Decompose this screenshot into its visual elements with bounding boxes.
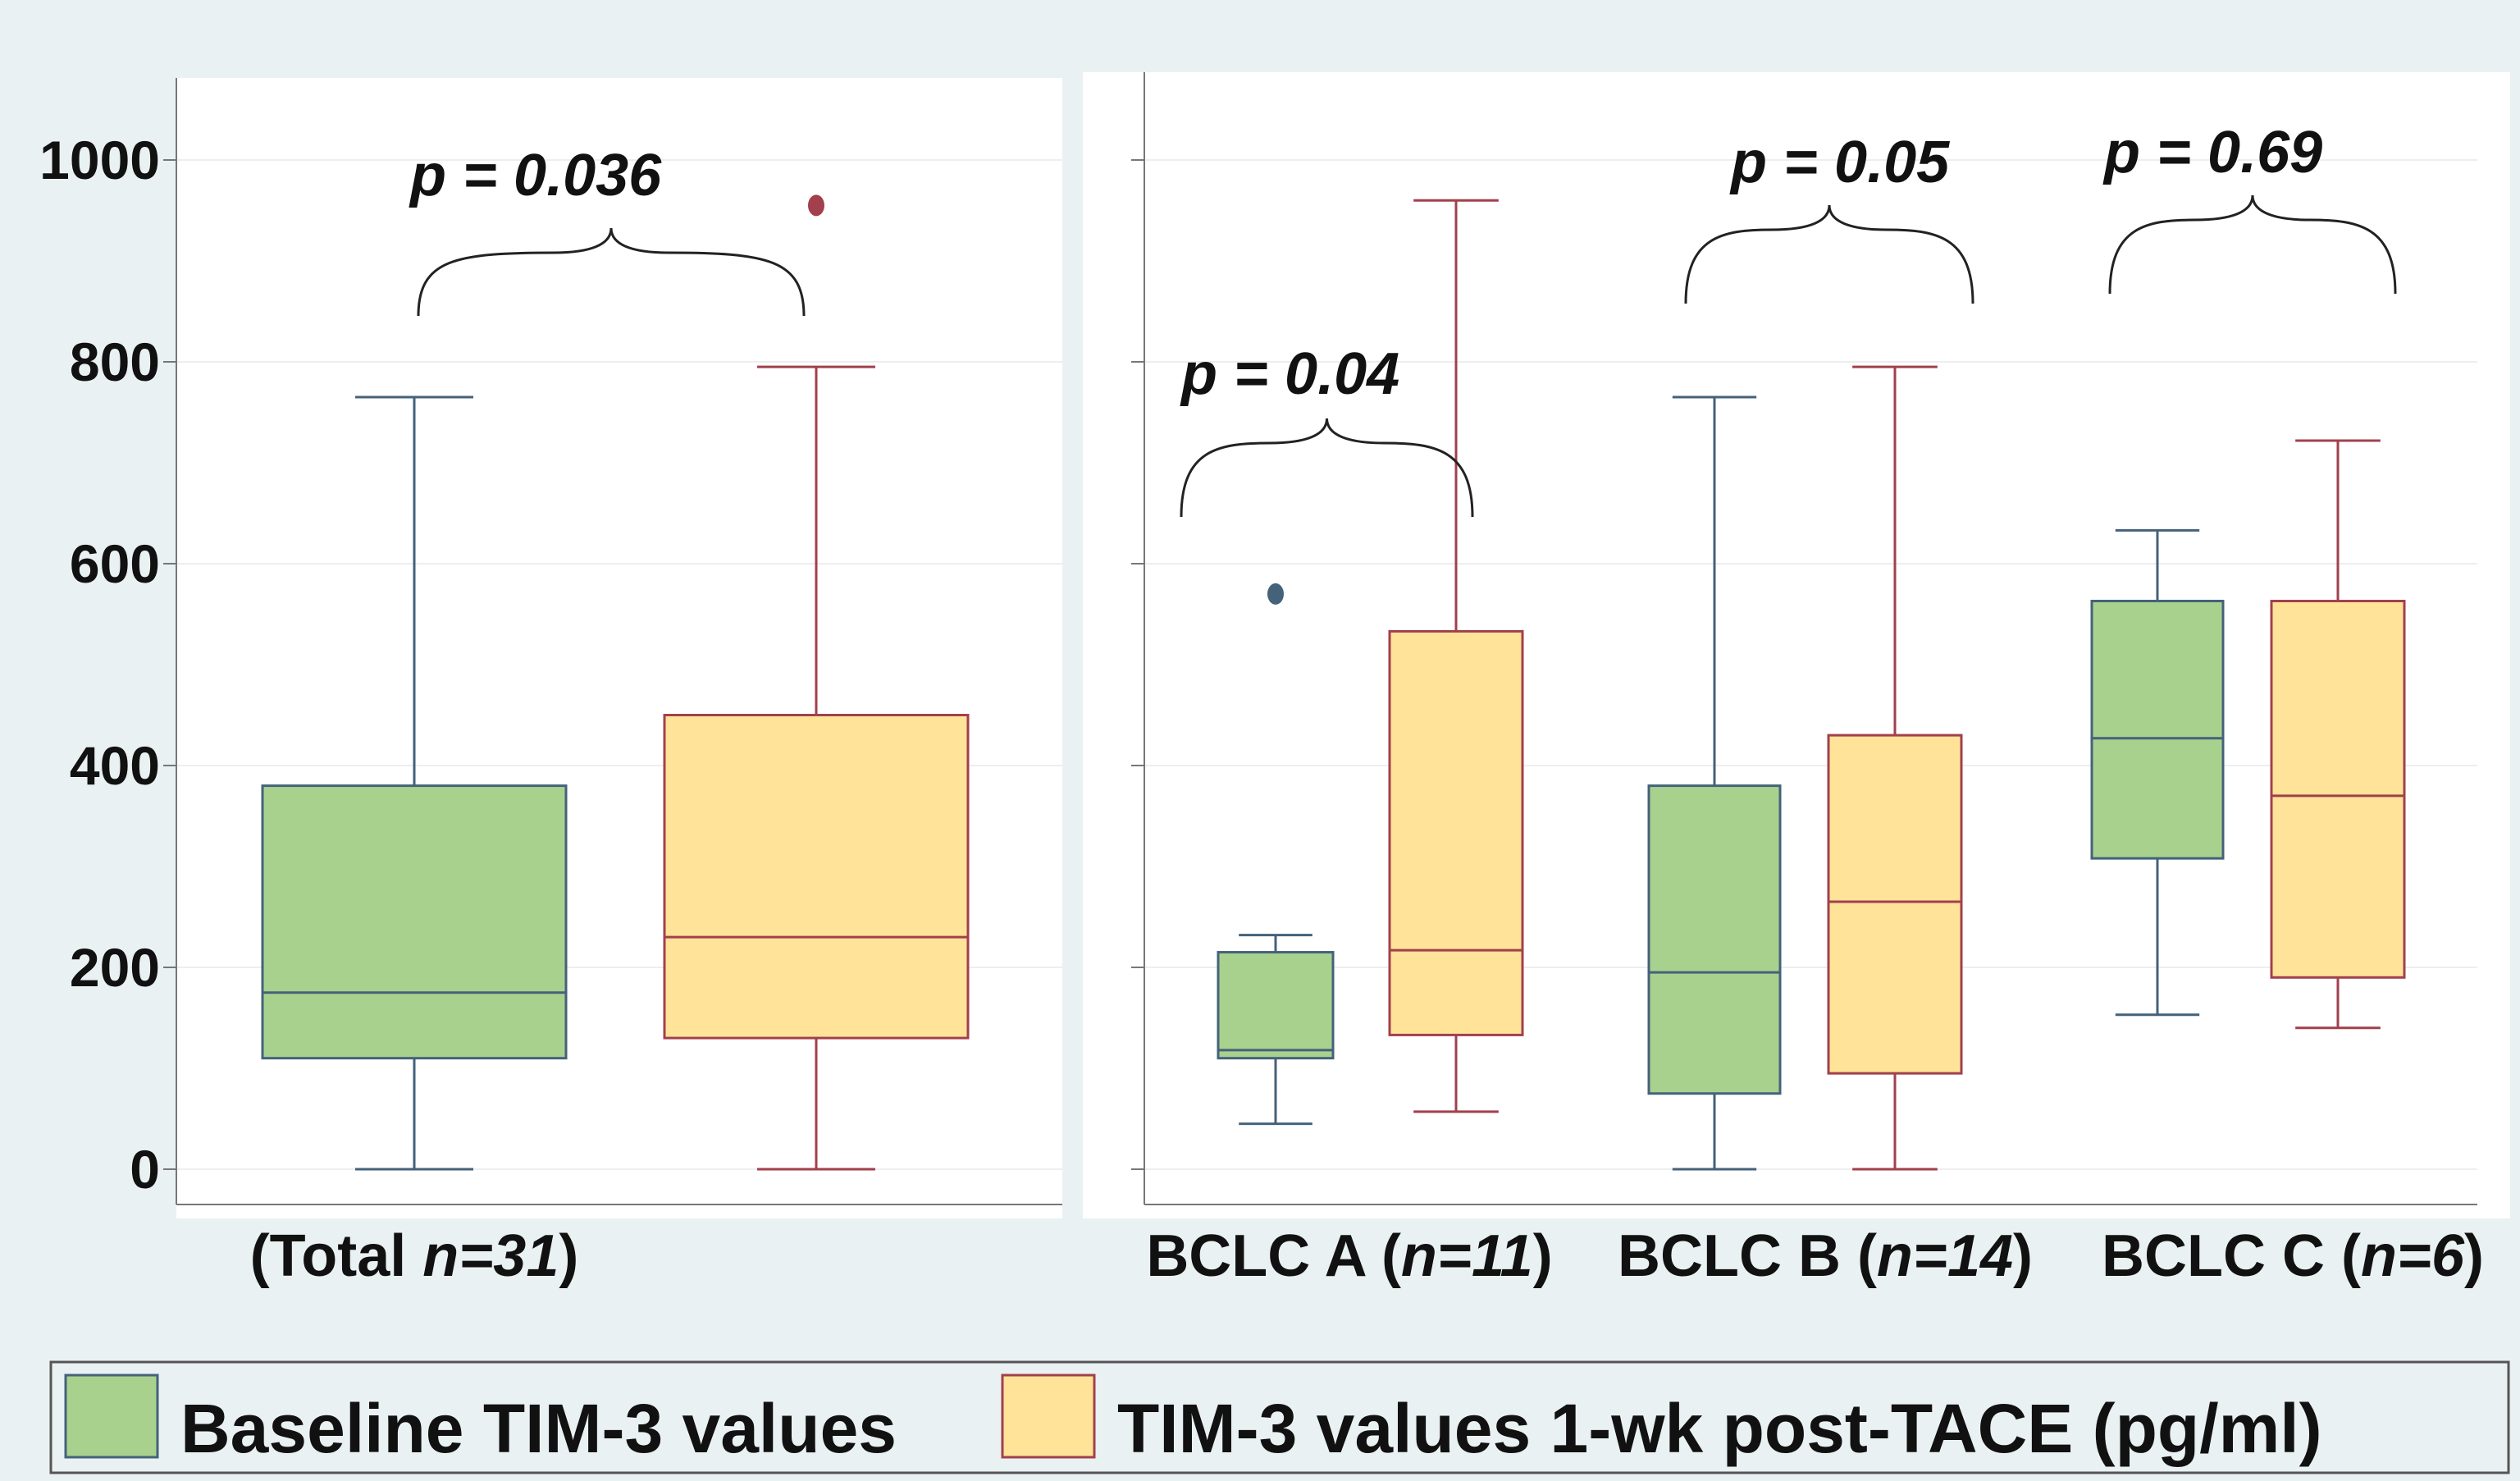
legend-swatch-baseline <box>64 1374 159 1459</box>
box-iqr <box>1647 784 1782 1095</box>
significance-bracket <box>1684 204 1974 304</box>
box-baseline <box>261 395 568 1171</box>
legend-frame <box>49 1360 2510 1474</box>
group-label: BCLC B (n=14) <box>1618 1223 2033 1289</box>
y-tick-label: 600 <box>70 533 160 594</box>
box-baseline <box>1647 395 1782 1171</box>
y-tick-label: 800 <box>70 331 160 392</box>
box-post <box>663 194 970 1171</box>
outlier-point <box>1267 583 1284 605</box>
group-labels: (Total n=31) BCLC A (n=11) BCLC B (n=14) BC… <box>250 1223 2484 1289</box>
box-iqr <box>1388 629 1524 1036</box>
y-tick-label: 400 <box>70 735 160 796</box>
box-baseline <box>1217 583 1335 1126</box>
legend: Baseline TIM-3 values TIM-3 values 1-wk … <box>49 1360 2510 1474</box>
y-axis-tick-labels: 0 200 400 600 800 1000 <box>39 130 160 1200</box>
axes <box>163 72 2477 1205</box>
group-label: (Total n=31) <box>250 1223 579 1289</box>
y-tick-label: 1000 <box>39 130 160 190</box>
significance-brackets: p = 0.036 p = 0.04 p = 0.05 p = 0.69 <box>409 120 2397 518</box>
box-iqr <box>1827 734 1963 1075</box>
box-baseline <box>2090 528 2225 1017</box>
legend-label-post: TIM-3 values 1-wk post-TACE (pg/ml) <box>1117 1390 2322 1467</box>
box-iqr <box>2270 600 2406 979</box>
outlier-point <box>808 194 824 217</box>
group-label: BCLC A (n=11) <box>1146 1223 1552 1289</box>
legend-label-baseline: Baseline TIM-3 values <box>180 1390 897 1467</box>
box-post <box>1827 365 1963 1171</box>
box-iqr <box>1217 951 1335 1060</box>
p-value-label: p = 0.05 <box>1729 130 1950 195</box>
group-label: BCLC C (n=6) <box>2102 1223 2484 1289</box>
boxes <box>261 194 2406 1171</box>
p-value-label: p = 0.04 <box>1180 341 1399 407</box>
significance-bracket <box>2108 194 2397 295</box>
box-iqr <box>2090 600 2225 860</box>
box-post <box>2270 439 2406 1030</box>
p-value-label: p = 0.036 <box>409 143 662 208</box>
y-tick-label: 0 <box>130 1139 160 1200</box>
legend-swatch-post <box>1001 1374 1096 1459</box>
box-iqr <box>663 714 970 1040</box>
significance-bracket <box>1180 418 1474 518</box>
y-tick-label: 200 <box>70 937 160 998</box>
box-iqr <box>261 784 568 1060</box>
p-value-label: p = 0.69 <box>2102 120 2322 185</box>
significance-bracket <box>417 227 806 317</box>
box-post <box>1388 199 1524 1113</box>
